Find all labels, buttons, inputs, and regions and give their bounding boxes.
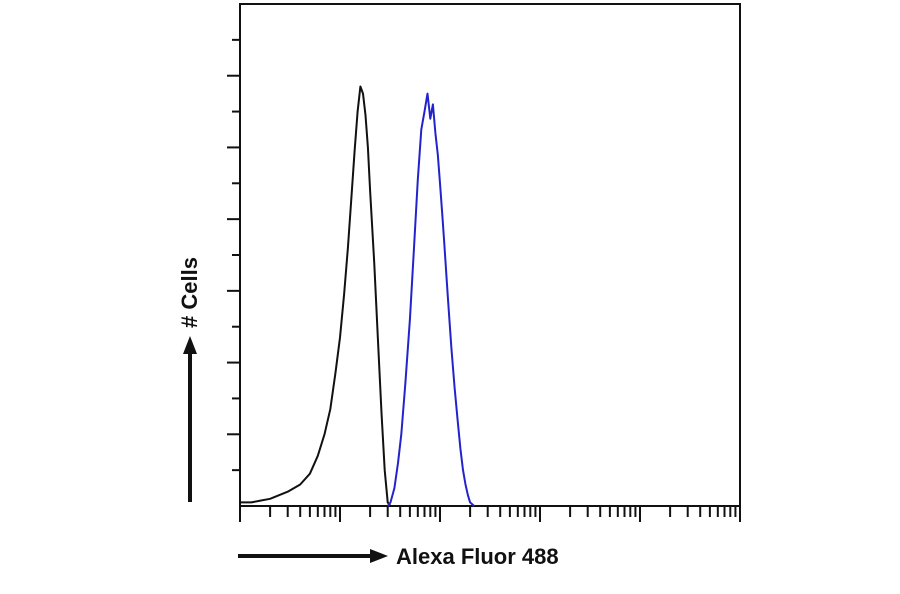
- y-axis-label: # Cells: [177, 257, 202, 328]
- plot-frame: [239, 3, 741, 507]
- x-axis-label-group: Alexa Fluor 488: [238, 544, 559, 569]
- x-axis-arrow-head: [370, 549, 388, 563]
- y-axis-arrow-head: [183, 336, 197, 354]
- series-line-control: [240, 85, 392, 507]
- series-layer: [240, 85, 475, 507]
- y-axis-label-group: # Cells: [177, 257, 202, 502]
- series-line-sample: [386, 92, 475, 507]
- x-axis-label: Alexa Fluor 488: [396, 544, 559, 569]
- y-axis-ticks: [227, 38, 240, 472]
- x-axis-ticks: [239, 506, 741, 522]
